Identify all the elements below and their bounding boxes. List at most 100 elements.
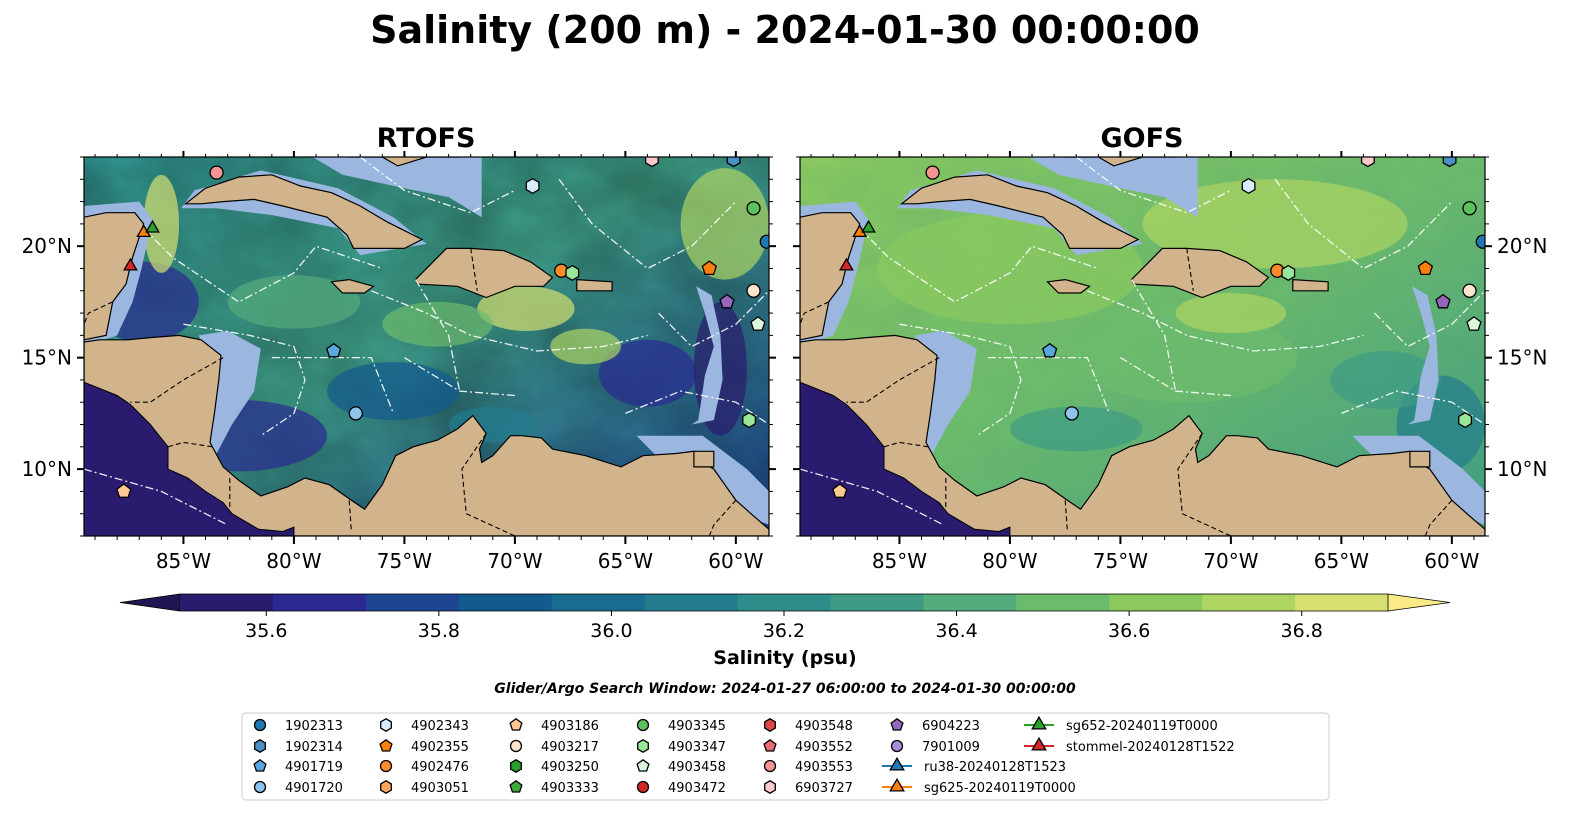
legend-pentagon-icon: [253, 758, 267, 772]
legend-label: 4903186: [541, 719, 599, 734]
lon-tick-label: 65°W: [1314, 549, 1369, 573]
salinity-patch: [382, 301, 493, 347]
panel-title: RTOFS: [377, 123, 476, 154]
lon-tick-label: 85°W: [872, 549, 927, 573]
legend-hexagon-icon: [254, 739, 266, 753]
legend-label: 4903548: [795, 719, 853, 734]
colorbar-tick-label: 36.2: [763, 620, 805, 642]
float-marker-4903458: [750, 316, 766, 331]
legend-label: sg625-20240119T0000: [924, 781, 1076, 796]
eez-boundary: [1341, 390, 1485, 426]
colorbar-bin: [458, 594, 553, 611]
legend-item: 4903333: [509, 779, 599, 796]
country-border: [1177, 433, 1232, 536]
eez-boundary: [1087, 290, 1364, 352]
legend-item: 4903553: [763, 759, 853, 775]
float-marker-4901719: [1042, 342, 1058, 358]
float-marker-stommel-20240128T1522: [122, 257, 138, 271]
legend-item: 4903051: [380, 780, 469, 796]
eez-boundary: [359, 157, 516, 214]
float-marker-4903347: [1458, 412, 1473, 429]
colorbar-bin: [1109, 594, 1203, 611]
legend-circle-icon: [253, 718, 267, 732]
legend-pentagon-icon: [636, 758, 650, 772]
lon-tick-label: 65°W: [598, 549, 653, 573]
float-marker-4903458: [1466, 316, 1482, 331]
eez-boundary: [371, 290, 648, 352]
legend-item: 4903347: [637, 739, 726, 755]
lon-tick-label: 60°W: [708, 549, 763, 573]
legend-circle-icon: [636, 718, 650, 732]
legend-triangle-icon: [889, 777, 905, 792]
colorbar-bin: [1016, 594, 1110, 611]
legend-item: 4903217: [509, 739, 599, 755]
land-yucatan: [84, 212, 145, 341]
eez-boundary: [1374, 290, 1485, 348]
legend-item: ru38-20240128T1523: [882, 756, 1066, 775]
colorbar-tick-label: 36.4: [935, 620, 977, 642]
land-puertorico: [576, 278, 613, 292]
country-border: [708, 499, 737, 536]
salinity-patch: [477, 286, 575, 331]
lon-tick-label: 60°W: [1424, 549, 1479, 573]
legend-hexagon-icon: [380, 780, 392, 794]
land-hispaniola: [1130, 247, 1270, 299]
legend-pentagon-icon: [890, 717, 904, 731]
legend-circle-icon: [253, 780, 267, 794]
land-florida: [955, 112, 1006, 134]
colorbar-bin: [830, 594, 924, 611]
search-window-text: Glider/Argo Search Window: 2024-01-27 06…: [494, 681, 1076, 697]
country-border: [1186, 248, 1194, 291]
colorbar-bin: [923, 594, 1017, 611]
country-border: [130, 357, 224, 403]
salinity-patch: [1175, 292, 1287, 334]
legend-item: 4903472: [636, 780, 726, 796]
eez-boundary: [183, 323, 306, 437]
legend-item: 4903548: [764, 718, 853, 734]
legend-label: sg652-20240119T0000: [1066, 719, 1218, 734]
colorbar-bin: [1295, 594, 1389, 611]
legend-label: 4903333: [541, 781, 599, 796]
land-jamaica: [1046, 278, 1091, 294]
legend-label: 4902355: [411, 740, 469, 755]
float-marker-4903345: [1462, 201, 1477, 216]
legend-label: 4901720: [285, 781, 343, 796]
float-marker-sg652-20240119T0000: [861, 219, 876, 233]
legend-label: 6903727: [795, 781, 853, 796]
legend-hexagon-icon: [380, 718, 392, 732]
legend-hexagon-icon: [510, 759, 522, 773]
float-marker-4901719: [326, 342, 342, 358]
legend-item: 4902476: [379, 759, 469, 775]
float-marker-1902314: [726, 157, 741, 168]
panel-rtofs: RTOFS 85°W 80°W 75°W 70°W 65°W 60°W 10°N 15°N 20…: [22, 112, 776, 573]
float-marker-4903553: [925, 165, 940, 180]
legend-pentagon-icon: [509, 717, 523, 731]
country-border: [167, 441, 213, 448]
legend-item: 4903458: [636, 758, 726, 775]
legend-item: 1902314: [254, 739, 343, 755]
float-marker-4903347: [565, 264, 580, 281]
float-marker-4902343: [525, 177, 540, 195]
float-marker-4903347: [1281, 264, 1296, 281]
colorbar-label: Salinity (psu): [713, 647, 856, 669]
legend-item: 4902355: [379, 738, 469, 755]
colorbar-under: [119, 593, 181, 612]
float-marker-4903347: [742, 412, 757, 429]
legend-item: 4903250: [510, 759, 599, 775]
legend-label: 4903345: [668, 719, 726, 734]
legend-triangle-icon: [1031, 715, 1047, 730]
legend-item: 4903186: [509, 717, 599, 734]
legend-label: 4903458: [668, 760, 726, 775]
legend: 1902313 1902314 4901719 4901720 4902343 49023…: [241, 712, 1330, 801]
colorbar-over: [1387, 593, 1451, 612]
float-marker-1902313: [1475, 234, 1485, 249]
land-florida: [239, 112, 290, 134]
legend-label: ru38-20240128T1523: [924, 760, 1066, 775]
float-marker-4903217: [746, 283, 761, 298]
eez-boundary: [1130, 279, 1177, 392]
shelf-bahamasShelf: [1009, 157, 1198, 218]
float-marker-4901720: [348, 406, 363, 421]
panel-gofs: GOFS 85°W 80°W 75°W 70°W 65°W 60°W 10°N 15°N 20°…: [793, 112, 1547, 573]
float-marker-stommel-20240128T1522: [838, 257, 854, 271]
